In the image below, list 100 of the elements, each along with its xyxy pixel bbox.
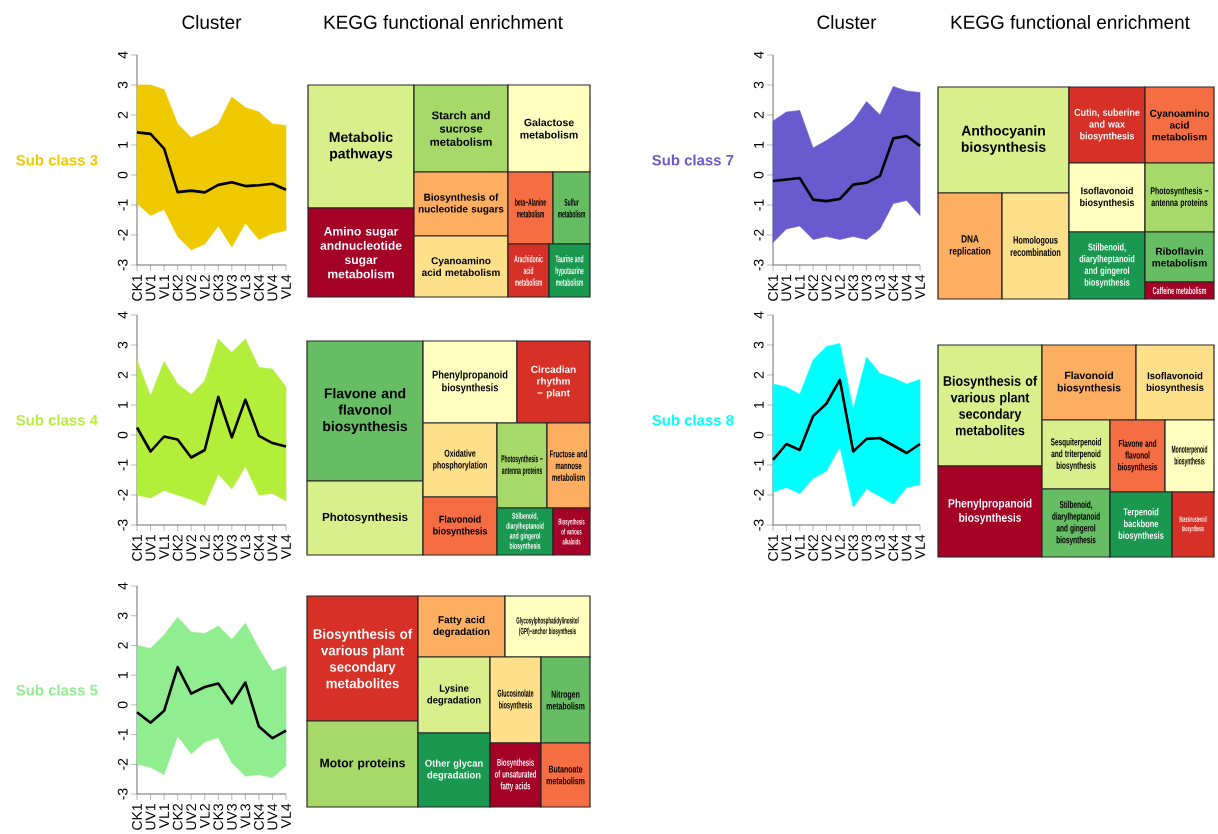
y-tick-label: 3: [753, 341, 764, 349]
category-label: Terpenoid backbone biosynthesis: [1118, 508, 1164, 541]
line-series: [771, 134, 922, 203]
category-label: Flavonoid biosynthesis: [433, 515, 488, 537]
x-tick-label: CK4: [254, 274, 264, 301]
chart-title: Cluster: [182, 15, 242, 29]
x-tick-label: UV3: [226, 804, 237, 830]
y-tick-label: 3: [117, 341, 128, 349]
y-tick-label: -2: [117, 758, 128, 770]
category-label: beta−Alanine metabolism: [515, 198, 546, 218]
chart-title: Cluster: [817, 15, 877, 29]
category-label: Phenylpropanoid biosynthesis: [948, 498, 1032, 525]
text: KEGG functional enrichment: [951, 15, 1190, 29]
x-tick-label: UV2: [186, 804, 197, 830]
category-label: Galactose metabolism: [520, 118, 578, 139]
x-tick-label: UV4: [267, 274, 278, 301]
x-tick-label: VL3: [875, 535, 885, 560]
x-tick-label: UV1: [145, 275, 156, 301]
y-tick-label: -2: [117, 489, 128, 501]
x-tick-label: UV4: [901, 534, 912, 561]
x-tick-label: VL1: [159, 275, 169, 300]
y-tick-label: -3: [117, 788, 128, 800]
line-series: [135, 131, 288, 194]
category-label: Photosynthesis − antenna proteins: [501, 454, 543, 477]
x-tick-label: VL4: [281, 803, 291, 829]
y-tick-label: 0: [117, 701, 128, 709]
x-tick-label: VL1: [794, 275, 805, 300]
x-tick-label: UV2: [186, 535, 197, 561]
category-label: Circadian rhythm − plant: [531, 365, 576, 399]
y-tick-label: 4: [118, 51, 128, 59]
x-tick-label: VL2: [834, 275, 845, 300]
category-label: Taurine and hypotaurine metabolism: [555, 255, 584, 286]
category-label: Nitrogen metabolism: [546, 690, 585, 710]
y-tick-label: 1: [118, 401, 128, 408]
x-tick-label: UV3: [861, 275, 872, 301]
category-label: Caffeine metabolism: [1152, 286, 1207, 295]
y-tick-label: -3: [753, 259, 764, 271]
category-label: Cutin, suberine and wax biosynthesis: [1074, 108, 1140, 142]
category-label: Sulfur metabolism: [557, 198, 586, 218]
line-series: [135, 665, 288, 740]
category-label: Amino sugar andnucleotide sugar metabolism: [320, 226, 402, 279]
category-label: Biosynthesis of various plant secondary metabolites: [313, 628, 413, 689]
y-tick-label: 4: [118, 311, 128, 319]
x-tick-label: CK4: [254, 534, 264, 561]
y-tick-label: -1: [118, 459, 128, 471]
category-label: Oxidative phosphorylation: [433, 449, 487, 471]
x-tick-label: UV3: [861, 535, 872, 561]
x-tick-label: CK2: [172, 804, 183, 830]
category-label: Glucosinolate biosynthesis: [497, 689, 534, 711]
y-tick-label: 4: [118, 582, 128, 590]
category-label: Stilbenoid, diarylheptanoid and gingerol biosynthesis: [1079, 243, 1135, 288]
x-tick-label: CK2: [808, 275, 819, 301]
y-tick-label: -2: [753, 489, 764, 501]
x-tick-label: UV2: [821, 535, 832, 561]
category-label: Anthocyanin biosynthesis: [961, 125, 1046, 155]
x-tick-label: CK3: [848, 275, 859, 301]
category-label: Glycosylphosphatidylinositol (GPI)−anchor biosynthesis: [516, 617, 579, 636]
category-label: Homologous recombination: [1010, 235, 1061, 257]
x-tick-label: VL2: [199, 275, 210, 300]
category-label: Biosynthesis of various alkaloids: [558, 518, 585, 545]
category-label: Fructose and mannose metabolism: [549, 450, 588, 481]
x-tick-label: UV2: [186, 275, 197, 301]
category-label: Starch and sucrose metabolism: [430, 111, 492, 146]
x-tick-label: VL4: [915, 274, 925, 300]
y-tick-label: 2: [753, 111, 764, 119]
x-tick-label: VL1: [794, 535, 805, 560]
y-tick-label: 4: [754, 311, 764, 319]
x-tick-label: UV2: [821, 275, 832, 301]
category-label: Cyanoamino acid metabolism: [1150, 109, 1210, 141]
x-tick-label: VL1: [159, 535, 169, 560]
x-tick-label: CK4: [888, 534, 899, 561]
y-axis-title: Sub class 3: [16, 154, 98, 166]
y-axis-title: Sub class 4: [16, 414, 98, 426]
x-tick-label: CK2: [808, 535, 819, 561]
y-tick-label: -2: [117, 229, 128, 241]
category-label: Flavone and flavonol biosynthesis: [323, 388, 408, 434]
y-tick-label: 1: [754, 141, 764, 148]
x-tick-label: CK2: [172, 275, 183, 301]
x-tick-label: CK1: [132, 804, 142, 830]
category-label: Flavone and flavonol biosynthesis: [1118, 439, 1158, 473]
y-tick-label: 0: [753, 431, 764, 439]
x-tick-label: VL3: [240, 535, 251, 560]
category-label: Flavonoid biosynthesis: [1057, 371, 1121, 394]
x-tick-label: VL4: [281, 534, 291, 560]
x-tick-label: VL2: [834, 535, 845, 560]
y-tick-label: 3: [753, 81, 764, 89]
x-tick-label: UV1: [781, 535, 792, 561]
x-tick-label: CK1: [132, 535, 142, 561]
x-tick-label: VL3: [875, 275, 885, 300]
y-tick-label: -3: [753, 519, 764, 531]
y-axis-title: Sub class 8: [652, 414, 734, 426]
y-tick-label: 3: [117, 81, 128, 89]
category-label: Lysine degradation: [427, 684, 481, 706]
y-tick-label: 0: [117, 431, 128, 439]
category-label: Stilbenoid, diarylheptanoid and gingerol biosynthesis: [506, 512, 544, 551]
x-tick-label: CK1: [132, 275, 142, 301]
y-tick-label: 2: [753, 371, 764, 379]
y-tick-label: -1: [754, 459, 764, 471]
line-series: [135, 395, 288, 459]
x-tick-label: CK1: [768, 275, 778, 301]
